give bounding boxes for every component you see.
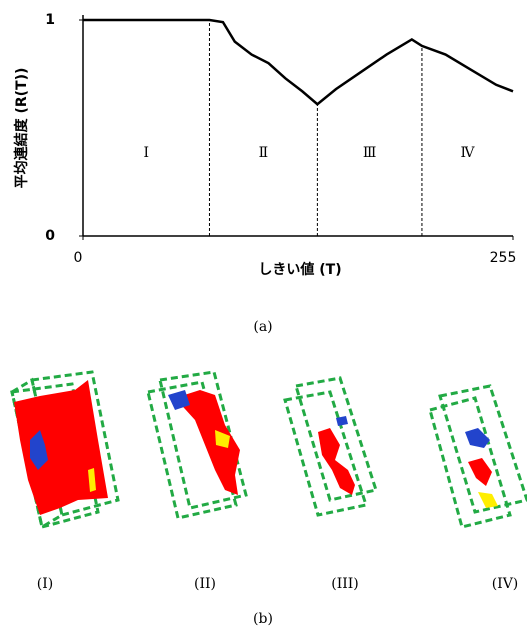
box-front xyxy=(438,384,527,514)
region-label: Ⅳ xyxy=(460,145,475,161)
y-tick-label: 1 xyxy=(45,12,55,28)
box-front xyxy=(10,382,100,529)
panel-label: (IV) xyxy=(492,576,519,592)
blob-yellow xyxy=(478,492,498,508)
panel-label: (III) xyxy=(331,576,359,592)
blob-red xyxy=(175,390,240,495)
blob-red xyxy=(14,380,108,515)
blob-blue xyxy=(30,430,48,470)
box-front xyxy=(158,370,248,510)
x-tick-label: 255 xyxy=(490,250,517,266)
panel-ii: (II) xyxy=(146,370,248,592)
caption-b: (b) xyxy=(253,611,273,627)
box-back xyxy=(428,396,512,529)
panel-label: (I) xyxy=(37,576,53,592)
x-tick-label: 0 xyxy=(74,250,83,266)
blob-red xyxy=(468,458,492,486)
blob-yellow xyxy=(88,468,96,492)
blob-red xyxy=(318,428,355,495)
panel-iii: (III) xyxy=(283,376,378,592)
y-axis-label: 平均連結度 (R(T)) xyxy=(13,68,30,189)
blob-blue xyxy=(336,416,348,426)
panel-i: (I) xyxy=(10,370,120,592)
box-back xyxy=(283,390,368,517)
panel-iv: (IV) xyxy=(428,384,527,592)
y-tick-label: 0 xyxy=(45,228,55,244)
box-back xyxy=(146,380,238,520)
blob-blue xyxy=(465,428,490,448)
blob-yellow xyxy=(215,430,230,448)
x-axis-label: しきい値 (T) xyxy=(258,261,341,278)
box-back xyxy=(30,370,120,517)
blob-blue xyxy=(168,390,190,410)
data-line xyxy=(83,18,514,106)
caption-a: (a) xyxy=(253,319,272,335)
region-label: Ⅱ xyxy=(259,145,269,161)
region-label: Ⅲ xyxy=(363,145,377,161)
panel-label: (II) xyxy=(194,576,216,592)
region-label: Ⅰ xyxy=(143,145,149,161)
